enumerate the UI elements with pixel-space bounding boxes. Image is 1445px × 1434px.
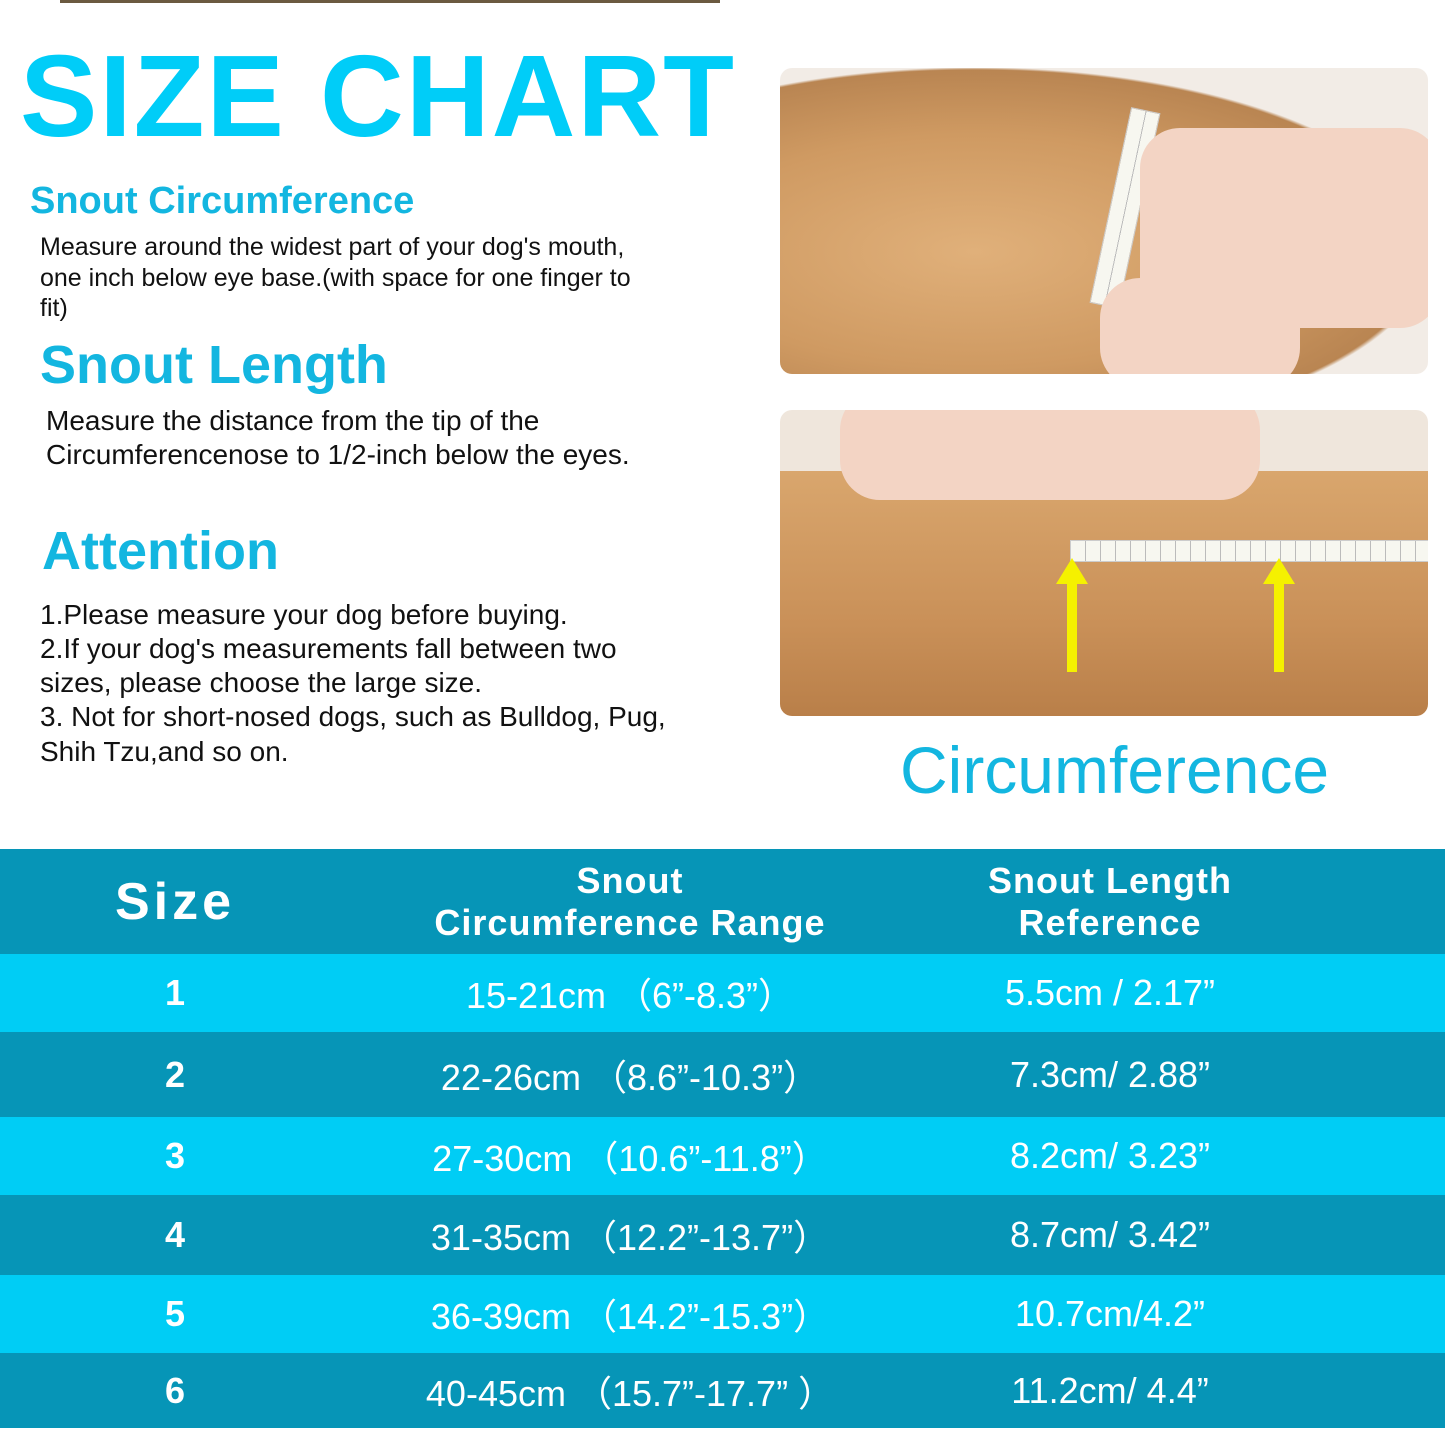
measuring-tape — [1070, 540, 1428, 562]
table-row: 2 22-26cm （8.6”-10.3”） 7.3cm/ 2.88” — [0, 1032, 1445, 1117]
photo-measuring-length — [780, 410, 1428, 716]
cell-length: 10.7cm/4.2” — [1014, 1293, 1206, 1334]
cell-length: 11.2cm/ 4.4” — [1011, 1369, 1209, 1411]
page-title: SIZE CHART — [20, 31, 736, 161]
photo-caption: Circumference — [900, 733, 1330, 807]
cell-length: 7.3cm/ 2.88” — [1009, 1053, 1211, 1095]
cell-length: 8.2cm/ 3.23” — [1009, 1135, 1211, 1176]
header-size: Size — [114, 872, 236, 931]
hand — [840, 410, 1260, 500]
header-circumference: Snout Circumference Range — [350, 860, 910, 943]
cell-circumference: 31-35cm （12.2”-13.7”） — [430, 1217, 830, 1258]
attention-item: 2.If your dog's measurements fall betwee… — [40, 633, 617, 699]
cell-size: 5 — [164, 1293, 186, 1334]
header-line: Reference — [1018, 901, 1202, 943]
cell-length: 8.7cm/ 3.42” — [1009, 1214, 1211, 1255]
cell-circumference: 22-26cm （8.6”-10.3”） — [440, 1056, 820, 1098]
cell-length: 5.5cm / 2.17” — [1004, 972, 1216, 1013]
table-row: 1 15-21cm （6”-8.3”） 5.5cm / 2.17” — [0, 954, 1445, 1032]
cell-circumference: 36-39cm （14.2”-15.3”） — [430, 1296, 830, 1337]
header-line: Snout Length — [988, 860, 1232, 902]
arrow-up-icon — [1056, 558, 1088, 672]
cell-size: 3 — [164, 1135, 186, 1176]
cell-size: 1 — [164, 972, 186, 1013]
attention-item: 3. Not for short-nosed dogs, such as Bul… — [40, 701, 666, 767]
table-row: 3 27-30cm （10.6”-11.8”） 8.2cm/ 3.23” — [0, 1117, 1445, 1195]
cell-circumference: 27-30cm （10.6”-11.8”） — [432, 1138, 828, 1179]
cell-size: 2 — [164, 1053, 186, 1095]
snout-circumference-text: Measure around the widest part of your d… — [40, 233, 631, 322]
attention-list: 1.Please measure your dog before buying.… — [40, 598, 680, 769]
hand — [1100, 278, 1300, 374]
table-row: 5 36-39cm （14.2”-15.3”） 10.7cm/4.2” — [0, 1275, 1445, 1353]
cell-circumference: 40-45cm （15.7”-17.7” ） — [425, 1372, 835, 1414]
table-row: 6 40-45cm （15.7”-17.7” ） 11.2cm/ 4.4” — [0, 1353, 1445, 1428]
heading-attention: Attention — [42, 521, 279, 581]
header-length: Snout Length Reference — [910, 860, 1310, 943]
heading-snout-circumference: Snout Circumference — [30, 180, 415, 222]
arrow-up-icon — [1263, 558, 1295, 672]
header-line: Circumference Range — [434, 901, 826, 943]
top-border — [60, 0, 720, 3]
cell-size: 4 — [164, 1214, 186, 1255]
snout-length-text: Measure the distance from the tip of the… — [46, 405, 630, 471]
photo-measuring-circumference — [780, 68, 1428, 374]
table-header: Size Snout Circumference Range Snout Len… — [0, 849, 1445, 954]
cell-circumference: 15-21cm （6”-8.3”） — [465, 975, 795, 1016]
attention-item: 1.Please measure your dog before buying. — [40, 599, 568, 630]
header-line: Snout — [576, 860, 684, 902]
table-row: 4 31-35cm （12.2”-13.7”） 8.7cm/ 3.42” — [0, 1195, 1445, 1275]
cell-size: 6 — [164, 1369, 186, 1411]
size-table: Size Snout Circumference Range Snout Len… — [0, 849, 1445, 1428]
heading-snout-length: Snout Length — [40, 335, 388, 395]
